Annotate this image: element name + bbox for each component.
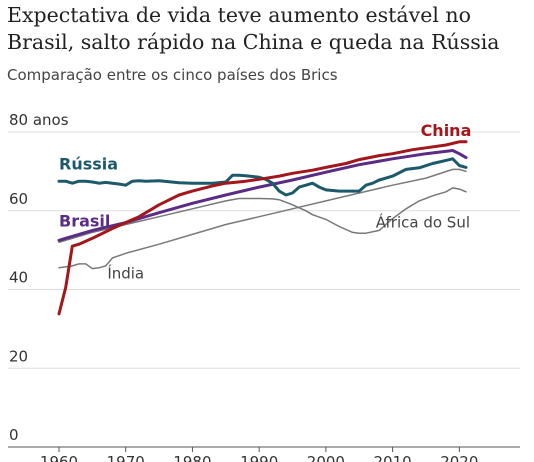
x-tick-label: 1970 (107, 453, 145, 462)
x-tick-label: 2000 (307, 453, 345, 462)
y-tick-label: 40 (9, 269, 28, 287)
x-tick-label: 2010 (374, 453, 412, 462)
y-tick-label: 0 (9, 426, 19, 444)
y-tick-label: 80 anos (9, 111, 69, 129)
chart-title: Expectativa de vida teve aumento estável… (7, 3, 500, 54)
series-label: Índia (107, 263, 144, 282)
y-tick-label: 20 (9, 347, 28, 365)
chart-subtitle: Comparação entre os cinco países dos Bri… (7, 66, 338, 84)
series-line-india (58, 168, 467, 270)
x-tick-label: 1980 (173, 453, 211, 462)
x-tick-label: 1960 (40, 453, 78, 462)
series-label: África do Sul (376, 212, 470, 231)
series-line-russia (57, 157, 468, 197)
series-label: Rússia (59, 154, 118, 173)
series-label: Brasil (59, 212, 110, 231)
series-line-china (57, 140, 468, 316)
x-tick-label: 2020 (440, 453, 478, 462)
x-tick-label: 1990 (240, 453, 278, 462)
series-label: China (421, 121, 472, 140)
series-line-south-africa (58, 187, 467, 244)
y-tick-label: 60 (9, 190, 28, 208)
